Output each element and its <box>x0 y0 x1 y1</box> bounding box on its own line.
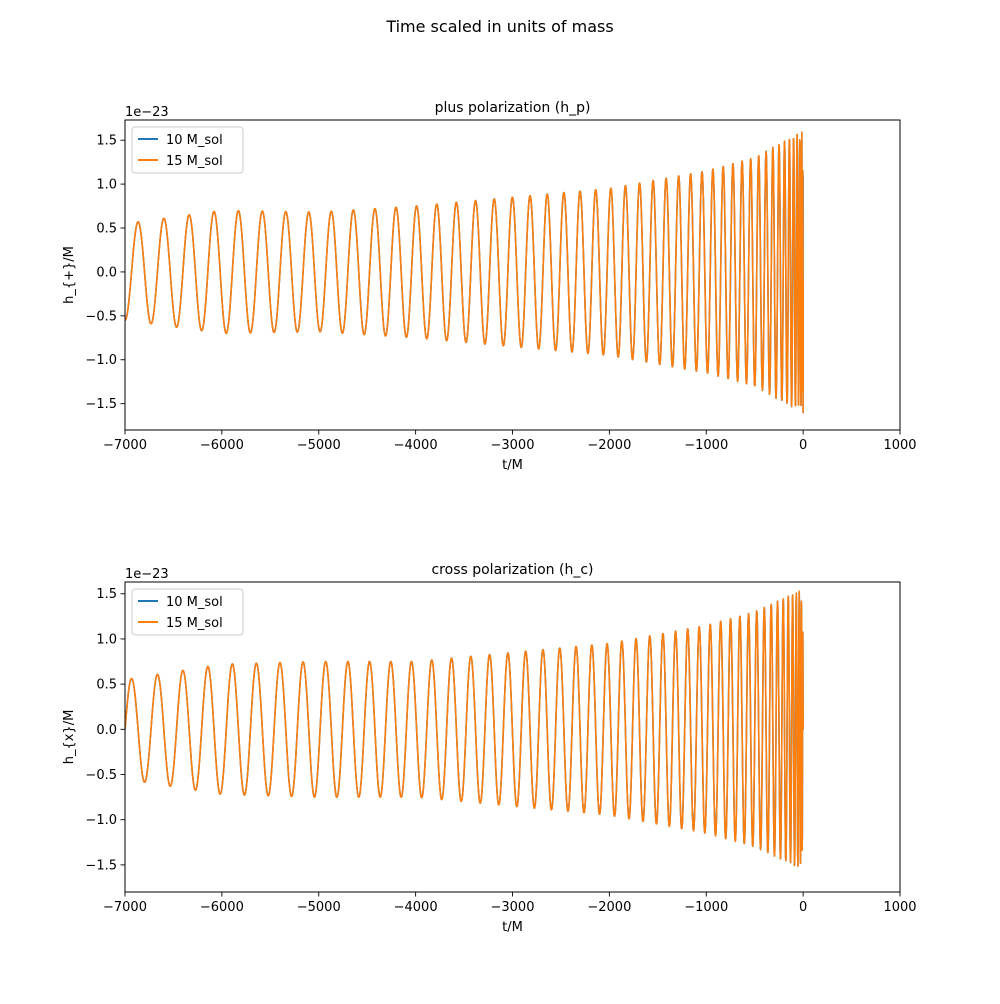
series-line-15-msol <box>125 131 804 414</box>
y-axis-label: h_{x}/M <box>62 710 77 765</box>
legend: 10 M_sol 15 M_sol <box>131 588 244 636</box>
x-tick-label: −4000 <box>394 900 438 915</box>
y-tick-label: −0.5 <box>85 768 117 783</box>
legend-label-15-msol: 15 M_sol <box>166 616 223 631</box>
y-tick-label: 0.0 <box>96 265 117 280</box>
y-tick-label: −1.5 <box>85 397 117 412</box>
x-tick-label: −3000 <box>491 900 535 915</box>
plot-area: −7000 −6000 −5000 −4000 −3000 −2000 −1000 0 1000… <box>85 581 917 915</box>
x-tick-label: 0 <box>799 900 807 915</box>
legend-label-10-msol: 10 M_sol <box>166 133 223 148</box>
x-tick-label: −1000 <box>684 438 728 453</box>
y-offset-text: 1e−23 <box>125 567 169 582</box>
y-tick-label: 0.5 <box>96 222 117 237</box>
x-tick-label: −7000 <box>103 900 147 915</box>
x-axis-label: t/M <box>502 458 523 473</box>
legend-label-15-msol: 15 M_sol <box>166 154 223 169</box>
y-tick-label: 0.0 <box>96 723 117 738</box>
axes-title: cross polarization (h_c) <box>431 562 593 578</box>
x-tick-label: −1000 <box>684 900 728 915</box>
plot-area: −7000 −6000 −5000 −4000 −3000 −2000 −1000 0 1000… <box>85 119 917 453</box>
legend-frame <box>131 126 244 174</box>
y-tick-label: 1.5 <box>96 134 117 149</box>
x-tick-label: −4000 <box>394 438 438 453</box>
x-tick-label: −3000 <box>491 438 535 453</box>
x-axis-label: t/M <box>502 920 523 935</box>
figure-suptitle: Time scaled in units of mass <box>385 17 613 36</box>
x-tick-label: −7000 <box>103 438 147 453</box>
y-tick-label: −1.5 <box>85 858 117 873</box>
x-tick-label: −2000 <box>587 900 631 915</box>
series-line-15-msol <box>125 590 804 867</box>
y-tick-label: 1.5 <box>96 587 117 602</box>
cross-polarization-axes: cross polarization (h_c) 1e−23 t/M h_{x}… <box>62 562 917 935</box>
y-tick-label: −1.0 <box>85 813 117 828</box>
x-tick-label: −2000 <box>587 438 631 453</box>
plus-polarization-axes: plus polarization (h_p) 1e−23 t/M h_{+}/… <box>62 100 917 473</box>
x-tick-label: −5000 <box>297 438 341 453</box>
axes-title: plus polarization (h_p) <box>435 100 591 116</box>
y-tick-label: −1.0 <box>85 353 117 368</box>
legend: 10 M_sol 15 M_sol <box>131 126 244 174</box>
x-tick-label: −5000 <box>297 900 341 915</box>
y-axis-label: h_{+}/M <box>62 246 77 304</box>
x-tick-label: −6000 <box>200 438 244 453</box>
y-tick-label: 1.0 <box>96 178 117 193</box>
x-tick-label: 0 <box>799 438 807 453</box>
x-tick-label: 1000 <box>883 438 916 453</box>
y-offset-text: 1e−23 <box>125 105 169 120</box>
legend-frame <box>131 588 244 636</box>
y-tick-label: −0.5 <box>85 309 117 324</box>
y-tick-label: 1.0 <box>96 632 117 647</box>
y-tick-label: 0.5 <box>96 678 117 693</box>
x-tick-label: 1000 <box>883 900 916 915</box>
x-tick-label: −6000 <box>200 900 244 915</box>
legend-label-10-msol: 10 M_sol <box>166 595 223 610</box>
